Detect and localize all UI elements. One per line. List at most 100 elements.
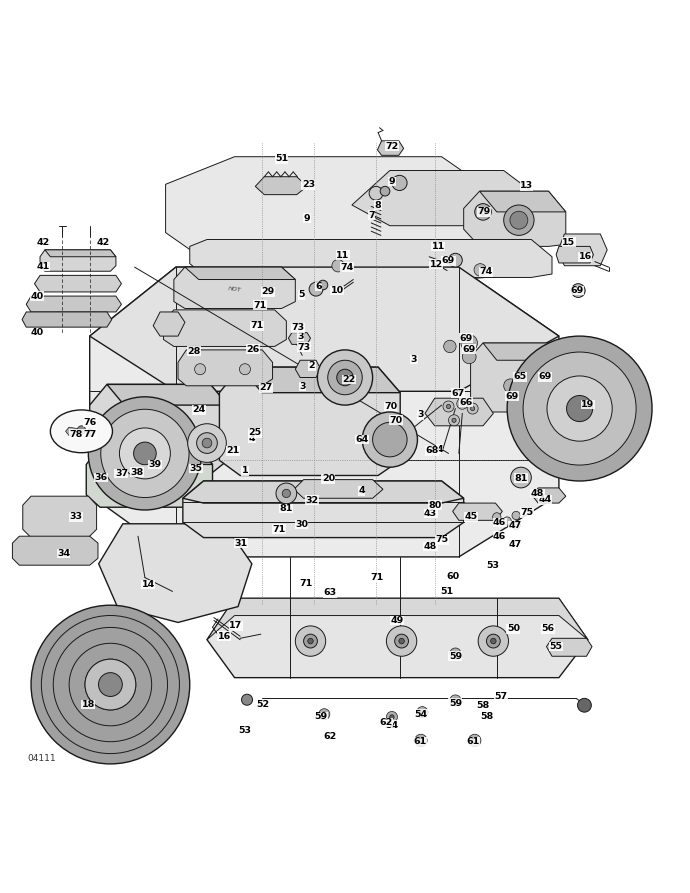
Circle shape bbox=[450, 648, 461, 659]
Text: 79: 79 bbox=[477, 207, 491, 216]
Text: 66: 66 bbox=[460, 398, 473, 407]
Circle shape bbox=[399, 638, 404, 644]
Circle shape bbox=[493, 513, 501, 521]
Circle shape bbox=[417, 706, 428, 718]
Text: 24: 24 bbox=[192, 405, 206, 414]
Text: 2: 2 bbox=[308, 362, 315, 371]
Text: 5: 5 bbox=[298, 290, 305, 299]
Polygon shape bbox=[107, 384, 228, 405]
Polygon shape bbox=[240, 367, 400, 393]
Polygon shape bbox=[219, 367, 400, 475]
Circle shape bbox=[448, 414, 460, 426]
Circle shape bbox=[475, 204, 491, 221]
Text: 45: 45 bbox=[464, 513, 478, 522]
Text: 48: 48 bbox=[531, 489, 544, 498]
Circle shape bbox=[512, 512, 520, 520]
Circle shape bbox=[578, 698, 591, 712]
Text: 80: 80 bbox=[428, 501, 442, 510]
Text: 4: 4 bbox=[358, 486, 365, 495]
Circle shape bbox=[491, 638, 496, 644]
Circle shape bbox=[276, 483, 297, 504]
Polygon shape bbox=[22, 312, 112, 327]
Text: 14: 14 bbox=[141, 580, 155, 589]
Text: 36: 36 bbox=[95, 473, 108, 482]
Circle shape bbox=[511, 467, 531, 488]
Text: 64: 64 bbox=[355, 435, 368, 444]
Text: 22: 22 bbox=[342, 375, 356, 384]
Text: 59: 59 bbox=[448, 698, 462, 707]
Text: 40: 40 bbox=[30, 328, 44, 338]
Circle shape bbox=[386, 626, 417, 656]
Polygon shape bbox=[294, 480, 383, 498]
Polygon shape bbox=[164, 310, 286, 346]
Polygon shape bbox=[23, 497, 97, 538]
Text: 53: 53 bbox=[486, 561, 499, 570]
Polygon shape bbox=[34, 275, 121, 292]
Polygon shape bbox=[425, 398, 493, 426]
Polygon shape bbox=[207, 598, 588, 678]
Circle shape bbox=[328, 360, 362, 395]
Circle shape bbox=[452, 418, 456, 422]
Text: 9: 9 bbox=[388, 177, 395, 186]
Text: 49: 49 bbox=[391, 616, 404, 625]
Circle shape bbox=[188, 424, 226, 463]
Text: 33: 33 bbox=[70, 513, 82, 522]
Text: 61: 61 bbox=[413, 738, 427, 747]
Text: 61: 61 bbox=[466, 738, 480, 747]
Circle shape bbox=[471, 406, 475, 411]
Text: 32: 32 bbox=[305, 496, 319, 505]
Polygon shape bbox=[45, 250, 116, 257]
Text: 26: 26 bbox=[246, 345, 260, 354]
Polygon shape bbox=[295, 360, 321, 378]
Text: 69: 69 bbox=[462, 345, 476, 354]
Polygon shape bbox=[464, 191, 566, 246]
Text: 71: 71 bbox=[250, 321, 264, 330]
Circle shape bbox=[443, 401, 454, 412]
Circle shape bbox=[317, 350, 373, 405]
Text: 65: 65 bbox=[513, 372, 527, 381]
Text: 70: 70 bbox=[384, 402, 397, 411]
Circle shape bbox=[512, 521, 520, 530]
Text: 41: 41 bbox=[36, 262, 50, 271]
Circle shape bbox=[504, 379, 518, 393]
Text: 71: 71 bbox=[273, 525, 286, 534]
Text: 52: 52 bbox=[256, 700, 270, 709]
Text: 51: 51 bbox=[440, 587, 454, 596]
Text: 48: 48 bbox=[424, 542, 437, 551]
Text: HOT: HOT bbox=[228, 286, 242, 293]
Text: 1: 1 bbox=[241, 466, 248, 475]
Circle shape bbox=[507, 336, 652, 481]
Circle shape bbox=[319, 709, 330, 720]
Circle shape bbox=[504, 205, 534, 236]
Text: 47: 47 bbox=[508, 522, 522, 530]
Circle shape bbox=[392, 175, 407, 190]
Text: 15: 15 bbox=[562, 238, 575, 246]
Circle shape bbox=[395, 634, 408, 648]
Circle shape bbox=[309, 282, 323, 296]
Text: 69: 69 bbox=[505, 392, 519, 401]
Text: 13: 13 bbox=[520, 181, 533, 190]
Polygon shape bbox=[90, 384, 228, 474]
Text: 57: 57 bbox=[494, 692, 508, 701]
Polygon shape bbox=[183, 481, 464, 538]
Circle shape bbox=[337, 369, 353, 386]
Text: 7: 7 bbox=[368, 211, 375, 220]
Circle shape bbox=[418, 738, 424, 743]
Text: 73: 73 bbox=[297, 343, 310, 352]
Polygon shape bbox=[352, 171, 545, 226]
Text: 23: 23 bbox=[302, 180, 315, 189]
Polygon shape bbox=[480, 191, 566, 212]
Text: 77: 77 bbox=[83, 430, 97, 438]
Text: 50: 50 bbox=[507, 624, 520, 633]
Ellipse shape bbox=[50, 410, 112, 453]
Text: 17: 17 bbox=[229, 622, 243, 630]
Text: 81: 81 bbox=[514, 474, 528, 483]
Text: 70: 70 bbox=[389, 416, 403, 425]
Circle shape bbox=[571, 284, 585, 297]
Text: 8: 8 bbox=[375, 201, 382, 210]
Circle shape bbox=[478, 626, 509, 656]
Text: 9: 9 bbox=[304, 213, 310, 222]
Polygon shape bbox=[377, 141, 404, 155]
Text: 25: 25 bbox=[248, 429, 262, 438]
Circle shape bbox=[197, 433, 217, 454]
